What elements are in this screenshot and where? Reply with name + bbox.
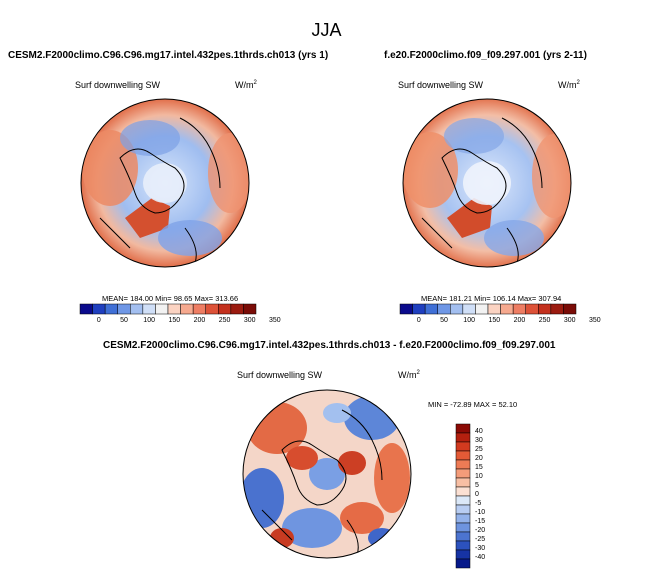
colorbar-segment — [550, 303, 564, 315]
colorbar-tick-label: 300 — [563, 317, 576, 324]
colorbar-segment — [218, 303, 232, 315]
colorbar-segment — [487, 303, 501, 315]
colorbar-segment — [500, 303, 514, 315]
panel-3-title: CESM2.F2000climo.C96.C96.mg17.intel.432p… — [103, 340, 556, 351]
colorbar-tick-label: 0 — [416, 317, 421, 324]
colorbar-segment — [155, 303, 169, 315]
panel-1-stats: MEAN= 184.00 Min= 98.65 Max= 313.66 — [102, 294, 239, 303]
panel-1-colorbar — [79, 303, 257, 315]
colorbar-segment — [455, 486, 471, 497]
colorbar-tick-label: 30 — [475, 437, 483, 444]
figure-title: JJA — [311, 20, 342, 40]
colorbar-tick-label: -20 — [475, 527, 486, 534]
colorbar-segment — [455, 477, 471, 488]
colorbar-tick-label: 350 — [589, 317, 601, 324]
colorbar-segment — [538, 303, 552, 315]
colorbar-segment — [455, 549, 471, 560]
colorbar-segment — [455, 423, 471, 434]
colorbar-segment — [230, 303, 244, 315]
colorbar-segment — [205, 303, 219, 315]
panel-1-title: CESM2.F2000climo.C96.C96.mg17.intel.432p… — [8, 50, 329, 61]
panel-1-variable: Surf downwelling SW — [75, 80, 161, 90]
colorbar-segment — [455, 450, 471, 461]
colorbar-segment — [455, 432, 471, 443]
colorbar-tick-label: 5 — [475, 482, 479, 489]
colorbar-tick-label: 250 — [538, 317, 551, 324]
colorbar-tick-label: 15 — [475, 464, 483, 471]
colorbar-tick-label: 20 — [475, 455, 483, 462]
colorbar-tick-label: 40 — [475, 428, 483, 435]
panel-3-colorbar — [455, 423, 471, 569]
colorbar-tick-label: 25 — [475, 446, 483, 453]
colorbar-tick-label: 150 — [488, 317, 501, 324]
colorbar-tick-label: 10 — [475, 473, 483, 480]
colorbar-segment — [92, 303, 106, 315]
colorbar-segment — [455, 531, 471, 542]
colorbar-tick-label: -15 — [475, 518, 486, 525]
colorbar-segment — [180, 303, 194, 315]
colorbar-tick-label: 150 — [168, 317, 181, 324]
panel-1-polar-map — [80, 98, 250, 268]
panel-3-stats: MIN = -72.89 MAX = 52.10 — [428, 400, 518, 409]
colorbar-segment — [104, 303, 118, 315]
colorbar-segment — [243, 303, 257, 315]
colorbar-segment — [117, 303, 131, 315]
panel-2-units: W/m2 — [558, 80, 580, 90]
colorbar-tick-label: 100 — [143, 317, 155, 324]
colorbar-tick-label: 100 — [463, 317, 475, 324]
colorbar-segment — [455, 441, 471, 452]
colorbar-tick-label: -30 — [475, 545, 486, 552]
panel-3-polar-map — [242, 389, 412, 559]
panel-1-units: W/m2 — [235, 80, 257, 90]
colorbar-tick-label: 250 — [218, 317, 231, 324]
colorbar-tick-label: 50 — [440, 317, 448, 324]
colorbar-segment — [424, 303, 438, 315]
colorbar-tick-label: 0 — [96, 317, 101, 324]
colorbar-segment — [475, 303, 489, 315]
colorbar-segment — [167, 303, 181, 315]
colorbar-segment — [455, 459, 471, 470]
colorbar-segment — [455, 468, 471, 479]
colorbar-tick-label: -5 — [475, 500, 482, 507]
colorbar-segment — [399, 303, 413, 315]
colorbar-segment — [142, 303, 156, 315]
colorbar-tick-label: 200 — [513, 317, 526, 324]
colorbar-tick-label: 0 — [475, 491, 479, 498]
colorbar-tick-label: 200 — [193, 317, 206, 324]
colorbar-tick-label: 350 — [269, 317, 281, 324]
colorbar-segment — [455, 522, 471, 533]
panel-2-colorbar — [399, 303, 577, 315]
panel-2-title: f.e20.F2000climo.f09_f09.297.001 (yrs 2-… — [384, 50, 587, 61]
colorbar-segment — [79, 303, 93, 315]
colorbar-segment — [455, 513, 471, 524]
colorbar-tick-label: -10 — [475, 509, 486, 516]
panel-3-variable: Surf downwelling SW — [237, 370, 323, 380]
panel-2-polar-map — [402, 98, 572, 268]
panel-2-stats: MEAN= 181.21 Min= 106.14 Max= 307.94 — [421, 294, 562, 303]
colorbar-segment — [462, 303, 476, 315]
colorbar-segment — [512, 303, 526, 315]
colorbar-segment — [437, 303, 451, 315]
colorbar-tick-label: 300 — [243, 317, 256, 324]
panel-3-units: W/m2 — [398, 370, 420, 380]
colorbar-segment — [563, 303, 577, 315]
colorbar-segment — [192, 303, 206, 315]
colorbar-segment — [525, 303, 539, 315]
colorbar-segment — [455, 495, 471, 506]
colorbar-segment — [130, 303, 144, 315]
colorbar-segment — [412, 303, 426, 315]
colorbar-segment — [455, 504, 471, 515]
panel-2-variable: Surf downwelling SW — [398, 80, 484, 90]
colorbar-segment — [455, 558, 471, 569]
colorbar-segment — [455, 540, 471, 551]
colorbar-tick-label: -25 — [475, 536, 486, 543]
colorbar-tick-label: 50 — [120, 317, 128, 324]
colorbar-segment — [450, 303, 464, 315]
colorbar-tick-label: -40 — [475, 554, 486, 561]
